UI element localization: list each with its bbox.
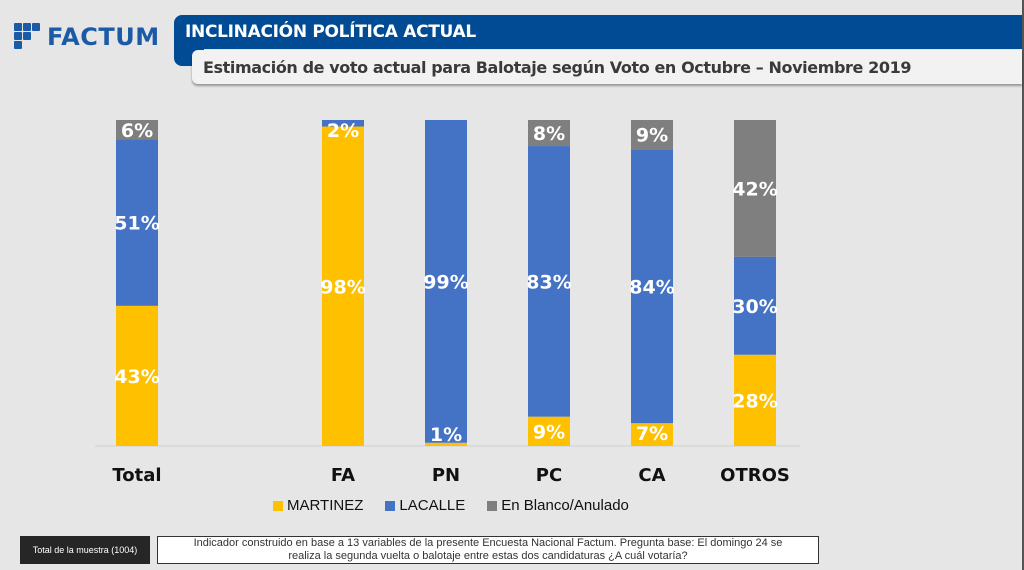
note-line-1: Indicador construido en base a 13 variab… [193,537,783,549]
subtitle-box [192,50,1022,84]
data-label-pc-martinez: 9% [533,421,565,443]
category-label-pn: PN [432,465,460,486]
bars-group: 43% 51% 6% 98% 2% 99% 9% 83% 8% 7% 84% 9% 28% 30% 42% 1… [114,120,778,447]
legend-label: MARTINEZ [287,497,364,514]
factum-logo: FACTUM [12,19,160,51]
bar-segment-ca-en-blanco-anulado [631,120,673,150]
data-label-otros-martinez: 28% [732,390,777,412]
chart-legend: MARTINEZ LACALLE En Blanco/Anulado [273,497,651,514]
bar-segment-total-martinez [116,305,158,446]
bar-segment-pc-en-blanco-anulado [528,120,570,147]
stacked-bar-chart: 43% 51% 6% 98% 2% 99% 9% 83% 8% 7% 84% 9% 28% 30% 42% 1… [95,120,800,486]
bar-segment-fa-lacalle [322,120,364,127]
bar-segment-pc-martinez [528,416,570,446]
data-label-ca-martinez: 7% [636,423,668,445]
data-label-otros-en-blanco-anulado: 42% [732,178,777,200]
data-label-pn-lacalle: 99% [423,271,468,293]
data-label-ca-lacalle: 84% [629,276,674,298]
bar-segment-pc-lacalle [528,146,570,417]
page-title: INCLINACIÓN POLÍTICA ACTUAL [185,22,476,42]
legend-item-blanco: En Blanco/Anulado [487,497,629,514]
category-label-ca: CA [638,465,665,486]
legend-label: En Blanco/Anulado [501,497,629,514]
bar-segment-otros-en-blanco-anulado [734,120,776,257]
data-label-ca-en-blanco-anulado: 9% [636,125,668,147]
data-label-pc-en-blanco-anulado: 8% [533,123,565,145]
bar-segment-total-en-blanco-anulado [116,120,158,140]
data-label-fa-martinez: 98% [320,276,365,298]
legend-swatch-blanco [487,500,498,511]
data-label-total-lacalle: 51% [114,213,159,235]
header-band [174,15,1022,49]
bar-segment-otros-martinez [734,354,776,446]
sample-size-badge: Total de la muestra (1004) [20,536,150,564]
data-label-total-martinez: 43% [114,366,159,388]
data-label-pc-lacalle: 83% [526,271,571,293]
methodology-note: Indicador construido en base a 13 variab… [157,536,819,564]
data-label-total-en-blanco-anulado: 6% [121,120,153,142]
legend-item-martinez: MARTINEZ [273,497,363,514]
data-label-pn-extra: 1% [430,424,462,446]
bar-segment-pn-martinez [425,442,467,446]
bar-segment-ca-martinez [631,423,673,446]
bar-segment-ca-lacalle [631,149,673,424]
bar-segment-fa-martinez [322,126,364,447]
right-border [1022,0,1024,570]
data-label-otros-lacalle: 30% [732,296,777,318]
data-label-fa-lacalle: 2% [327,120,359,142]
chart-subtitle: Estimación de voto actual para Balotaje … [203,58,912,77]
note-line-2: realiza la segunda vuelta o balotaje ent… [288,550,688,562]
factum-logo-icon [12,19,44,51]
bar-segment-total-lacalle [116,139,158,306]
legend-item-lacalle: LACALLE [385,497,465,514]
legend-swatch-martinez [273,500,283,511]
category-label-pc: PC [536,465,562,486]
legend-label: LACALLE [399,497,466,514]
category-labels-group: Total FA PN PC CA OTROS [112,465,789,486]
category-label-fa: FA [331,465,355,486]
bar-segment-pn-lacalle [425,120,467,443]
bar-segment-otros-lacalle [734,256,776,355]
legend-swatch-lacalle [385,500,396,511]
brand-name: FACTUM [47,23,160,51]
category-label-otros: OTROS [720,465,790,486]
category-label-total: Total [112,465,161,486]
